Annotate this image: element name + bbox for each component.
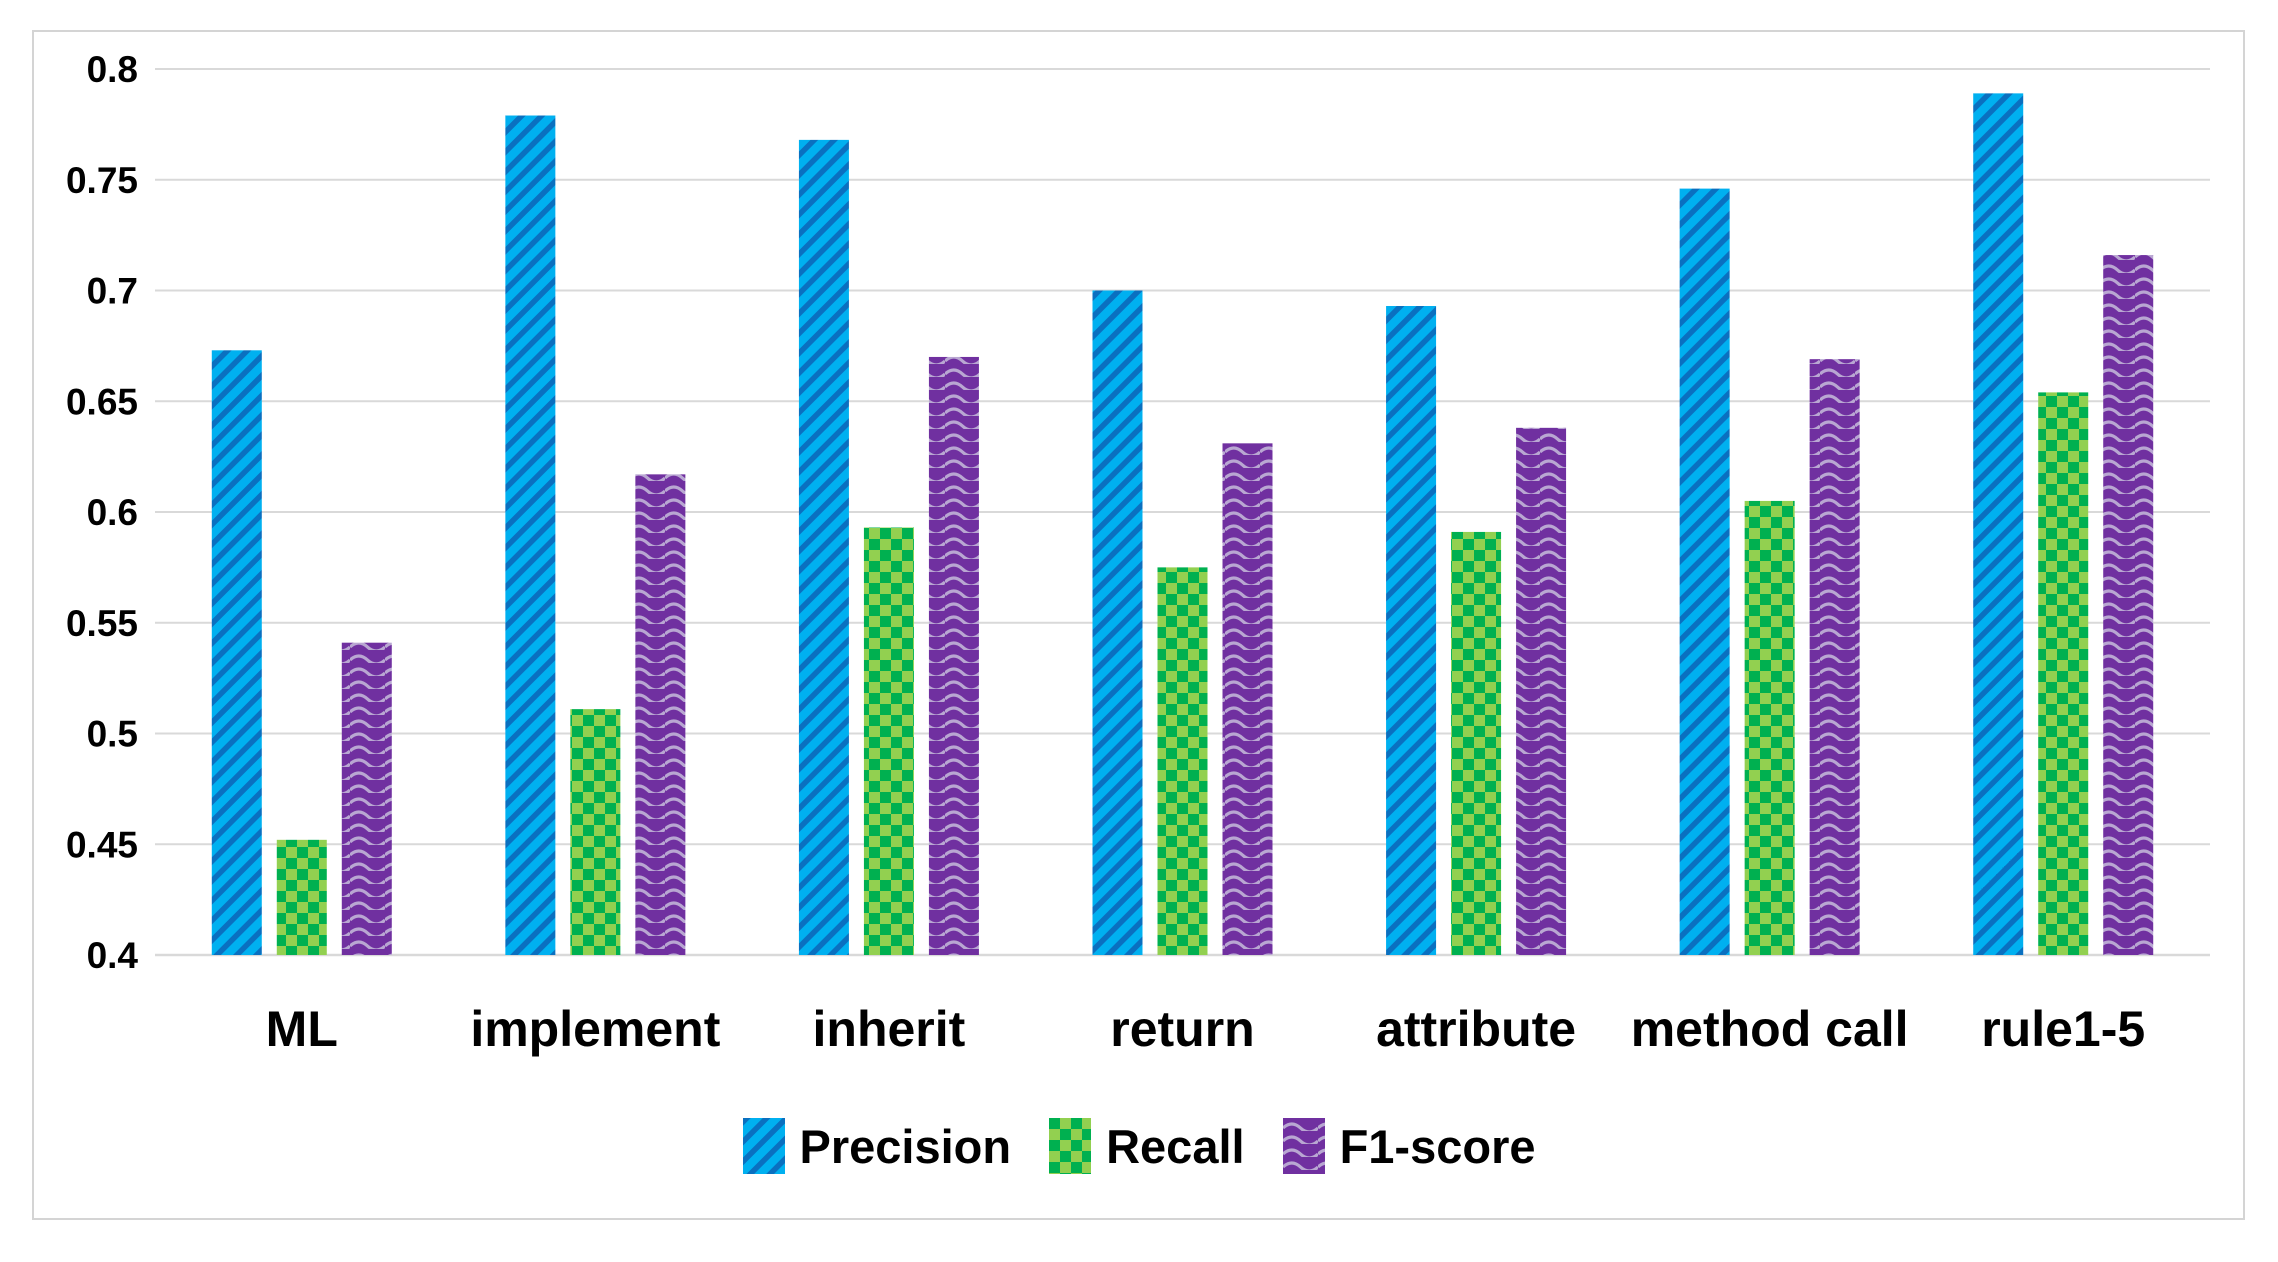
bar-precision-inherit: [798, 139, 849, 955]
bar-f1-score-rule1-5: [2103, 255, 2154, 955]
y-tick-label: 0.4: [87, 935, 139, 976]
legend-item-precision: Precision: [742, 1118, 1012, 1174]
bar-f1-score-method-call: [1809, 359, 1860, 955]
category-label-method-call: method call: [1631, 1001, 1909, 1057]
y-tick-label: 0.5: [87, 714, 138, 755]
category-label-rule1-5: rule1-5: [1981, 1001, 2145, 1057]
bar-recall-ML: [276, 839, 327, 955]
bar-recall-implement: [570, 709, 621, 955]
y-tick-label: 0.65: [66, 381, 138, 422]
bar-precision-return: [1092, 290, 1143, 955]
legend-swatch-precision-icon: [742, 1118, 785, 1174]
y-tick-label: 0.55: [66, 603, 138, 644]
bar-recall-return: [1157, 567, 1208, 955]
category-label-inherit: inherit: [813, 1001, 966, 1057]
legend-swatch-recall-icon: [1049, 1118, 1092, 1174]
bar-f1-score-implement: [635, 474, 686, 955]
y-tick-label: 0.45: [66, 824, 138, 865]
bar-recall-inherit: [863, 527, 914, 955]
bar-precision-rule1-5: [1973, 93, 2024, 956]
bar-f1-score-ML: [341, 642, 392, 955]
bar-precision-method-call: [1679, 188, 1730, 956]
bar-f1-score-return: [1222, 443, 1273, 955]
bar-f1-score-attribute: [1516, 427, 1567, 956]
bar-precision-attribute: [1386, 306, 1437, 955]
legend: Precision Recall F1-score: [0, 1118, 2278, 1174]
legend-item-recall: Recall: [1049, 1118, 1245, 1174]
y-tick-label: 0.75: [66, 160, 138, 201]
category-label-attribute: attribute: [1376, 1001, 1576, 1057]
y-tick-label: 0.6: [87, 492, 138, 533]
category-label-ML: ML: [266, 1001, 338, 1057]
bar-f1-score-inherit: [928, 356, 979, 955]
bar-precision-implement: [505, 115, 556, 955]
bar-recall-rule1-5: [2038, 392, 2089, 955]
legend-swatch-f1-score-icon: [1282, 1118, 1325, 1174]
bar-recall-attribute: [1451, 531, 1502, 955]
legend-label-precision: Precision: [799, 1119, 1012, 1173]
legend-label-f1-score: F1-score: [1339, 1119, 1536, 1173]
legend-item-f1-score: F1-score: [1282, 1118, 1536, 1174]
bar-precision-ML: [211, 350, 262, 955]
legend-label-recall: Recall: [1106, 1119, 1245, 1173]
category-label-return: return: [1110, 1001, 1254, 1057]
bar-recall-method-call: [1744, 500, 1795, 955]
category-label-implement: implement: [470, 1001, 720, 1057]
y-tick-label: 0.7: [87, 271, 138, 312]
y-tick-label: 0.8: [87, 49, 138, 90]
